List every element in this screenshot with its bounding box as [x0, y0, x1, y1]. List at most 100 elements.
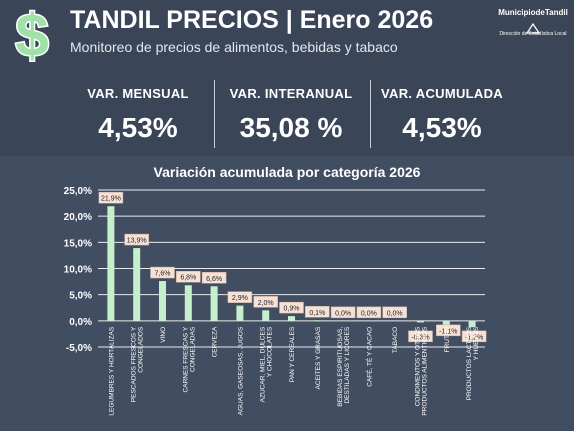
x-tick-label: CAFÉ, TÉ Y CACAO: [364, 327, 373, 387]
y-tick-label: 15,0%: [64, 238, 92, 249]
bar: [236, 305, 244, 321]
x-tick-label: ACEITES Y GRASAS: [315, 326, 322, 389]
x-tick-label-line: CERVEZA: [212, 326, 219, 357]
bar: [210, 286, 218, 321]
x-tick-label-line: LEGUMBRES Y HORTALIZAS: [108, 326, 115, 415]
x-tick-label-line: AZUCAR, MIEL, DULCES: [260, 326, 267, 402]
x-tick-label-line: VINO: [160, 327, 167, 343]
data-label-box: [436, 324, 461, 337]
x-tick-label-line: PRODUCTOS LACTEOS: [466, 326, 473, 400]
kpi-monthly-label: VAR. MENSUAL: [87, 86, 189, 101]
bar: [417, 320, 424, 323]
bar: [442, 320, 450, 327]
svg-text:$: $: [15, 2, 48, 64]
y-tick-label: -5,0%: [66, 343, 92, 354]
x-tick-label-line: Y CHOCOLATES: [267, 326, 274, 377]
x-tick-label: CARNES FRESCAS Y CONGELADAS: [182, 326, 196, 392]
data-label: -1,1%: [439, 328, 457, 335]
data-label-box: [305, 306, 330, 318]
data-label-box: [461, 330, 487, 343]
bar: [262, 310, 270, 321]
x-tick-label: VINO: [160, 327, 167, 343]
x-tick-label-line: ACEITES Y GRASAS: [315, 326, 322, 389]
x-tick-label-line: AGUAS, GASEOSAS, JUGOS: [237, 326, 244, 415]
logo-mark-icon: [526, 22, 540, 34]
x-tick-label: CONDIMENTOS Y OTROS PRODUCTOS ALIMENTICIO…: [415, 326, 429, 415]
bar: [107, 206, 115, 321]
x-tick-label-line: CARNES FRESCAS Y: [182, 326, 189, 392]
x-tick-label-line: PAN Y CEREALES: [289, 326, 296, 382]
x-tick-label-line: CAFÉ, TÉ Y CACAO: [364, 327, 373, 387]
kpi-monthly: VAR. MENSUAL 4,53%: [58, 70, 218, 156]
data-label: 2,0%: [258, 300, 274, 307]
data-label: 13,9%: [127, 238, 147, 245]
page-subtitle: Monitoreo de precios de alimentos, bebid…: [70, 39, 398, 55]
x-tick-label-line: TABACO: [392, 327, 399, 353]
data-label-box: [124, 233, 149, 246]
data-label: 2,9%: [232, 295, 248, 302]
y-tick-label: 20,0%: [64, 212, 92, 223]
x-tick-label-line: PRODUCTOS ALIMENTICIOS: [422, 326, 429, 415]
x-tick-label-line: BEBIDAS ESPIRITUOSAS,: [337, 327, 344, 407]
kpi-yearly-label: VAR. INTERANUAL: [229, 86, 353, 101]
data-label: -1,2%: [465, 334, 483, 341]
bar: [133, 248, 141, 321]
x-tick-label: FRUTAS: [444, 326, 451, 352]
data-label: 0,0%: [387, 310, 403, 317]
kpi-accumulated-label: VAR. ACUMULADA: [381, 86, 503, 101]
kpi-row: VAR. MENSUAL 4,53% VAR. INTERANUAL 35,08…: [0, 70, 574, 156]
x-tick-label-line: CONGELADOS: [138, 326, 145, 373]
kpi-divider: [214, 80, 215, 148]
bar: [468, 320, 476, 328]
chart-panel: Variación acumulada por categoría 2026 25…: [0, 156, 574, 431]
data-label: 21,9%: [101, 196, 121, 203]
x-tick-label: CERVEZA: [212, 326, 219, 357]
x-tick-label-line: DESTILADAS Y LICORES: [344, 326, 351, 403]
logo-subtitle: Dirección de Estadística Local: [499, 31, 567, 37]
y-tick-label: 25,0%: [64, 186, 92, 197]
x-tick-label-line: PESCADOS FRESCOS Y: [131, 326, 138, 402]
bar: [313, 320, 321, 322]
data-label: 0,1%: [309, 310, 325, 317]
y-tick-label: 5,0%: [69, 291, 92, 302]
bar: [288, 316, 295, 321]
x-tick-label: AZUCAR, MIEL, DULCES Y CHOCOLATES: [260, 326, 274, 402]
municipio-logo: MunicipiodeTandil Dirección de Estadísti…: [496, 8, 570, 38]
data-label-box: [176, 270, 201, 283]
data-label-box: [330, 306, 356, 319]
x-tick-label: TABACO: [392, 327, 399, 353]
y-tick-label: 0,0%: [69, 317, 92, 328]
bar: [159, 281, 166, 321]
y-tick-label: 10,0%: [64, 265, 92, 276]
header: $ TANDIL PRECIOS | Enero 2026 Monitoreo …: [0, 0, 574, 70]
chart-title: Variación acumulada por categoría 2026: [154, 164, 421, 180]
dollar-icon: $: [14, 2, 50, 64]
data-label-box: [279, 301, 304, 314]
data-label: 6,8%: [180, 275, 196, 282]
kpi-yearly: VAR. INTERANUAL 35,08 %: [211, 70, 371, 156]
data-label-box: [227, 291, 253, 303]
data-label: 0,9%: [284, 306, 300, 313]
data-label-box: [356, 306, 382, 319]
x-tick-label: PESCADOS FRESCOS Y CONGELADOS: [131, 326, 145, 402]
x-tick-label-line: CONDIMENTOS Y OTROS: [415, 326, 422, 406]
data-label-box: [201, 272, 227, 284]
x-tick-label-line: CONGELADAS: [189, 326, 196, 372]
bar-chart: Variación acumulada por categoría 2026 25…: [64, 164, 487, 416]
logo-name: MunicipiodeTandil: [498, 8, 568, 17]
x-tick-label: AGUAS, GASEOSAS, JUGOS: [237, 326, 244, 415]
data-label: 0,0%: [361, 310, 377, 317]
kpi-yearly-value: 35,08 %: [239, 112, 343, 143]
kpi-monthly-value: 4,53%: [98, 112, 178, 143]
data-label: 7,6%: [155, 271, 171, 278]
data-label-box: [98, 191, 124, 204]
data-label-box: [253, 296, 278, 308]
page-title: TANDIL PRECIOS | Enero 2026: [70, 6, 434, 34]
x-tick-label: BEBIDAS ESPIRITUOSAS, DESTILADAS Y LICORE…: [337, 326, 351, 406]
x-tick-label: PAN Y CEREALES: [289, 326, 296, 382]
data-label-box: [382, 306, 407, 319]
data-label: 6,6%: [206, 276, 222, 283]
x-tick-label-line: Y HUEVOS: [473, 326, 480, 360]
bar: [184, 285, 192, 321]
x-tick-label: LEGUMBRES Y HORTALIZAS: [108, 326, 115, 415]
